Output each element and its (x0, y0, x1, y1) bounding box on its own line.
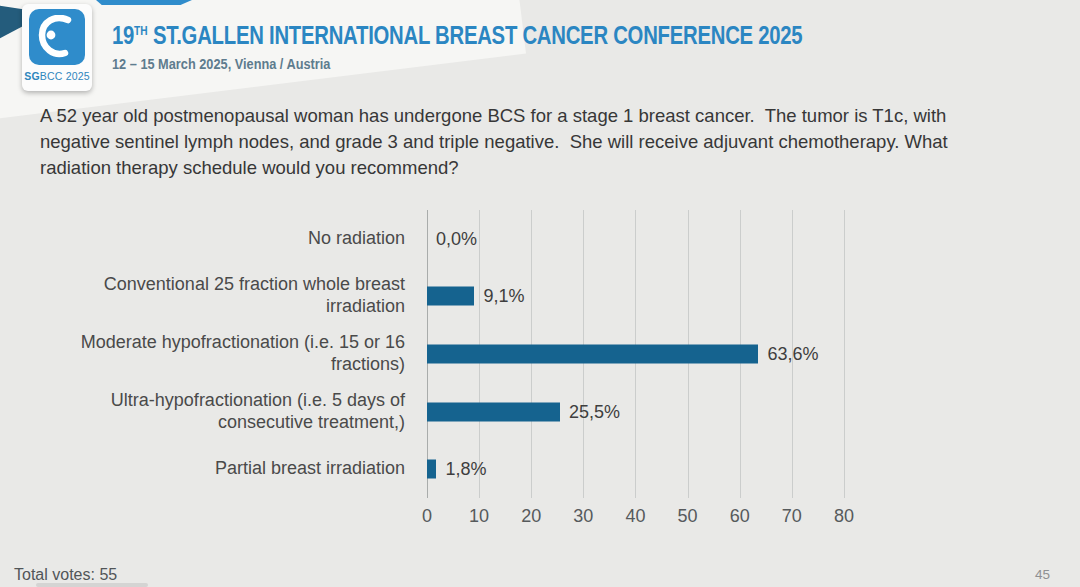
total-votes-label: Total votes: 55 (14, 566, 117, 584)
chart-row: Partial breast irradiation 1,8% (40, 440, 870, 498)
value-label: 0,0% (436, 228, 477, 249)
x-axis-tick: 60 (730, 506, 750, 527)
x-axis-tick: 70 (782, 506, 802, 527)
bar-track: 1,8% (427, 440, 870, 498)
top-accent-strip (96, 0, 192, 5)
header: 19TH ST.GALLEN INTERNATIONAL BREAST CANC… (112, 20, 997, 72)
x-axis-tick: 40 (625, 506, 645, 527)
chart-rows: No radiation 0,0% Conventional 25 fraction… (40, 210, 870, 498)
logo-label: SGBCC 2025 (24, 70, 90, 82)
poll-results-chart: No radiation 0,0% Conventional 25 fraction… (40, 210, 870, 532)
category-label: Ultra-hypofractionation (i.e. 5 days of … (40, 390, 405, 434)
conference-title: 19TH ST.GALLEN INTERNATIONAL BREAST CANC… (112, 20, 802, 51)
bar (427, 287, 474, 306)
value-label: 63,6% (767, 343, 818, 364)
bar (427, 402, 560, 421)
value-label: 9,1% (483, 286, 524, 307)
x-axis-tick: 10 (469, 506, 489, 527)
conference-dates: 12 – 15 March 2025, Vienna / Austria (112, 56, 891, 72)
title-text: ST.GALLEN INTERNATIONAL BREAST CANCER CO… (148, 20, 803, 50)
poll-question: A 52 year old postmenopausal woman has u… (40, 103, 965, 181)
x-axis: 01020304050607080 (427, 506, 870, 532)
category-label: Moderate hypofractionation (i.e. 15 or 1… (40, 332, 405, 376)
footer-underline (36, 583, 148, 587)
chart-row: Ultra-hypofractionation (i.e. 5 days of … (40, 383, 870, 441)
category-label: No radiation (40, 228, 405, 250)
logo-label-rest: BCC 2025 (40, 70, 90, 82)
bar-track: 25,5% (427, 383, 870, 441)
bar (427, 460, 436, 479)
x-axis-tick: 50 (678, 506, 698, 527)
value-label: 1,8% (445, 459, 486, 480)
chart-row: No radiation 0,0% (40, 210, 870, 268)
sgbcc-logo-icon (29, 9, 85, 65)
chart-row: Conventional 25 fraction whole breast ir… (40, 268, 870, 326)
x-axis-tick: 0 (422, 506, 432, 527)
x-axis-tick: 20 (521, 506, 541, 527)
category-label: Partial breast irradiation (40, 458, 405, 480)
value-label: 25,5% (569, 401, 620, 422)
slide: SGBCC 2025 19TH ST.GALLEN INTERNATIONAL … (0, 0, 1080, 587)
bar (427, 344, 758, 363)
title-ordinal: TH (134, 23, 148, 38)
x-axis-tick: 30 (573, 506, 593, 527)
bar-track: 0,0% (427, 210, 870, 268)
chart-row: Moderate hypofractionation (i.e. 15 or 1… (40, 325, 870, 383)
chart-plot-area: No radiation 0,0% Conventional 25 fraction… (40, 210, 870, 498)
bar-track: 9,1% (427, 268, 870, 326)
x-axis-tick: 80 (834, 506, 854, 527)
category-label: Conventional 25 fraction whole breast ir… (40, 274, 405, 318)
page-number: 45 (1035, 567, 1050, 582)
bar-track: 63,6% (427, 325, 870, 383)
conference-logo: SGBCC 2025 (22, 4, 92, 91)
title-number: 19 (112, 20, 134, 50)
logo-label-bold: SG (24, 70, 40, 82)
